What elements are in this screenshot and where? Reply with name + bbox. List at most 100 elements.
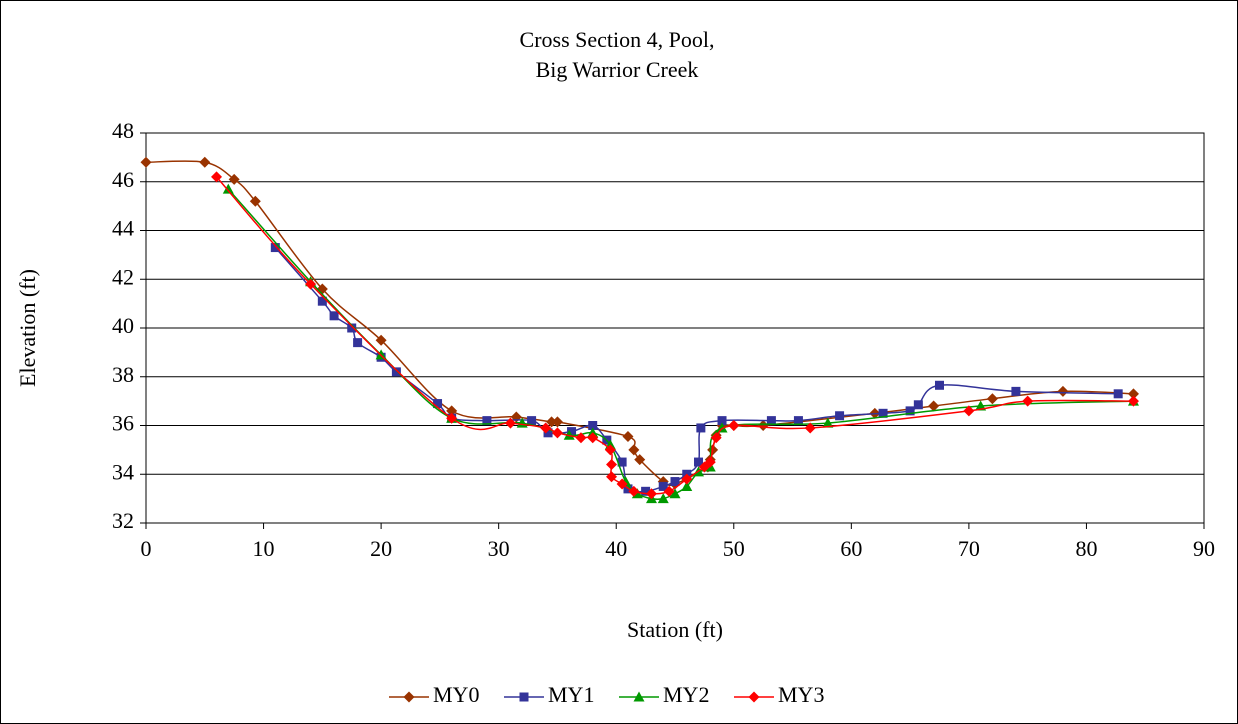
marker — [748, 691, 760, 703]
x-tick-label: 10 — [253, 536, 275, 561]
marker — [641, 486, 651, 496]
marker — [527, 416, 537, 426]
y-tick-label: 32 — [112, 508, 134, 533]
marker — [757, 420, 769, 431]
legend-label: MY3 — [778, 682, 824, 707]
marker — [249, 195, 261, 207]
marker — [670, 477, 680, 487]
marker — [588, 421, 598, 430]
series-line — [227, 188, 1134, 500]
marker — [199, 156, 211, 168]
marker — [704, 456, 716, 468]
marker — [628, 485, 640, 497]
marker — [645, 488, 657, 500]
x-tick-label: 30 — [488, 536, 510, 561]
marker — [963, 405, 975, 417]
y-axis-label: Elevation (ft) — [15, 269, 40, 387]
marker — [905, 406, 915, 416]
chart-title: Cross Section 4, Pool, — [520, 27, 715, 52]
marker — [710, 432, 722, 444]
marker — [391, 367, 401, 377]
marker — [606, 471, 618, 483]
x-tick-label: 90 — [1193, 536, 1215, 561]
marker — [835, 411, 845, 421]
marker — [1022, 395, 1034, 407]
marker — [433, 399, 443, 409]
marker — [657, 493, 669, 504]
x-tick-label: 20 — [370, 536, 392, 561]
marker — [347, 323, 357, 333]
marker — [694, 457, 704, 467]
legend-label: MY0 — [433, 682, 479, 707]
y-tick-label: 48 — [112, 118, 134, 143]
marker — [140, 156, 152, 168]
legend-label: MY2 — [663, 682, 709, 707]
y-tick-label: 42 — [112, 264, 134, 289]
marker — [822, 417, 834, 428]
marker — [913, 400, 923, 410]
plot-area — [145, 132, 1205, 524]
marker — [1127, 395, 1139, 407]
marker — [551, 416, 563, 428]
marker — [663, 485, 675, 497]
marker — [669, 488, 681, 499]
marker — [1127, 388, 1139, 400]
marker — [551, 427, 563, 439]
x-tick-label: 60 — [840, 536, 862, 561]
marker — [986, 393, 998, 405]
marker — [546, 416, 558, 428]
x-tick-label: 50 — [723, 536, 745, 561]
marker — [766, 416, 776, 426]
marker — [353, 338, 363, 348]
marker — [375, 349, 387, 360]
marker — [717, 416, 727, 426]
marker — [567, 427, 577, 437]
x-tick-label: 70 — [958, 536, 980, 561]
marker — [540, 422, 552, 434]
marker — [222, 183, 234, 194]
marker — [804, 422, 816, 434]
marker — [228, 173, 240, 185]
marker — [681, 473, 693, 485]
marker — [604, 444, 616, 456]
marker — [270, 243, 280, 253]
marker — [403, 691, 415, 703]
x-axis-label: Station (ft) — [627, 617, 723, 642]
marker — [211, 171, 223, 183]
marker — [616, 478, 628, 490]
marker — [658, 481, 668, 491]
marker — [716, 422, 728, 433]
marker — [681, 480, 693, 491]
marker — [606, 459, 618, 470]
y-tick-label: 46 — [112, 167, 134, 192]
y-tick-label: 40 — [112, 313, 134, 338]
marker — [1057, 385, 1069, 397]
x-tick-label: 80 — [1075, 536, 1097, 561]
legend-label: MY1 — [548, 682, 594, 707]
marker — [1113, 389, 1123, 399]
marker — [1011, 386, 1021, 396]
marker — [878, 408, 888, 418]
marker — [305, 278, 317, 290]
marker — [696, 423, 706, 433]
marker — [633, 691, 645, 702]
marker — [622, 430, 634, 442]
y-tick-label: 36 — [112, 411, 134, 436]
marker — [617, 457, 627, 467]
marker — [587, 432, 599, 444]
marker — [317, 296, 327, 306]
marker — [504, 417, 516, 429]
marker — [329, 311, 339, 321]
marker — [628, 444, 640, 456]
marker — [482, 416, 492, 426]
chart-title: Big Warrior Creek — [536, 57, 699, 82]
y-tick-label: 44 — [112, 216, 134, 241]
marker — [519, 692, 529, 702]
marker — [575, 432, 587, 444]
y-tick-label: 38 — [112, 362, 134, 387]
marker — [634, 454, 646, 466]
x-tick-label: 0 — [141, 536, 152, 561]
y-tick-label: 34 — [112, 459, 134, 484]
